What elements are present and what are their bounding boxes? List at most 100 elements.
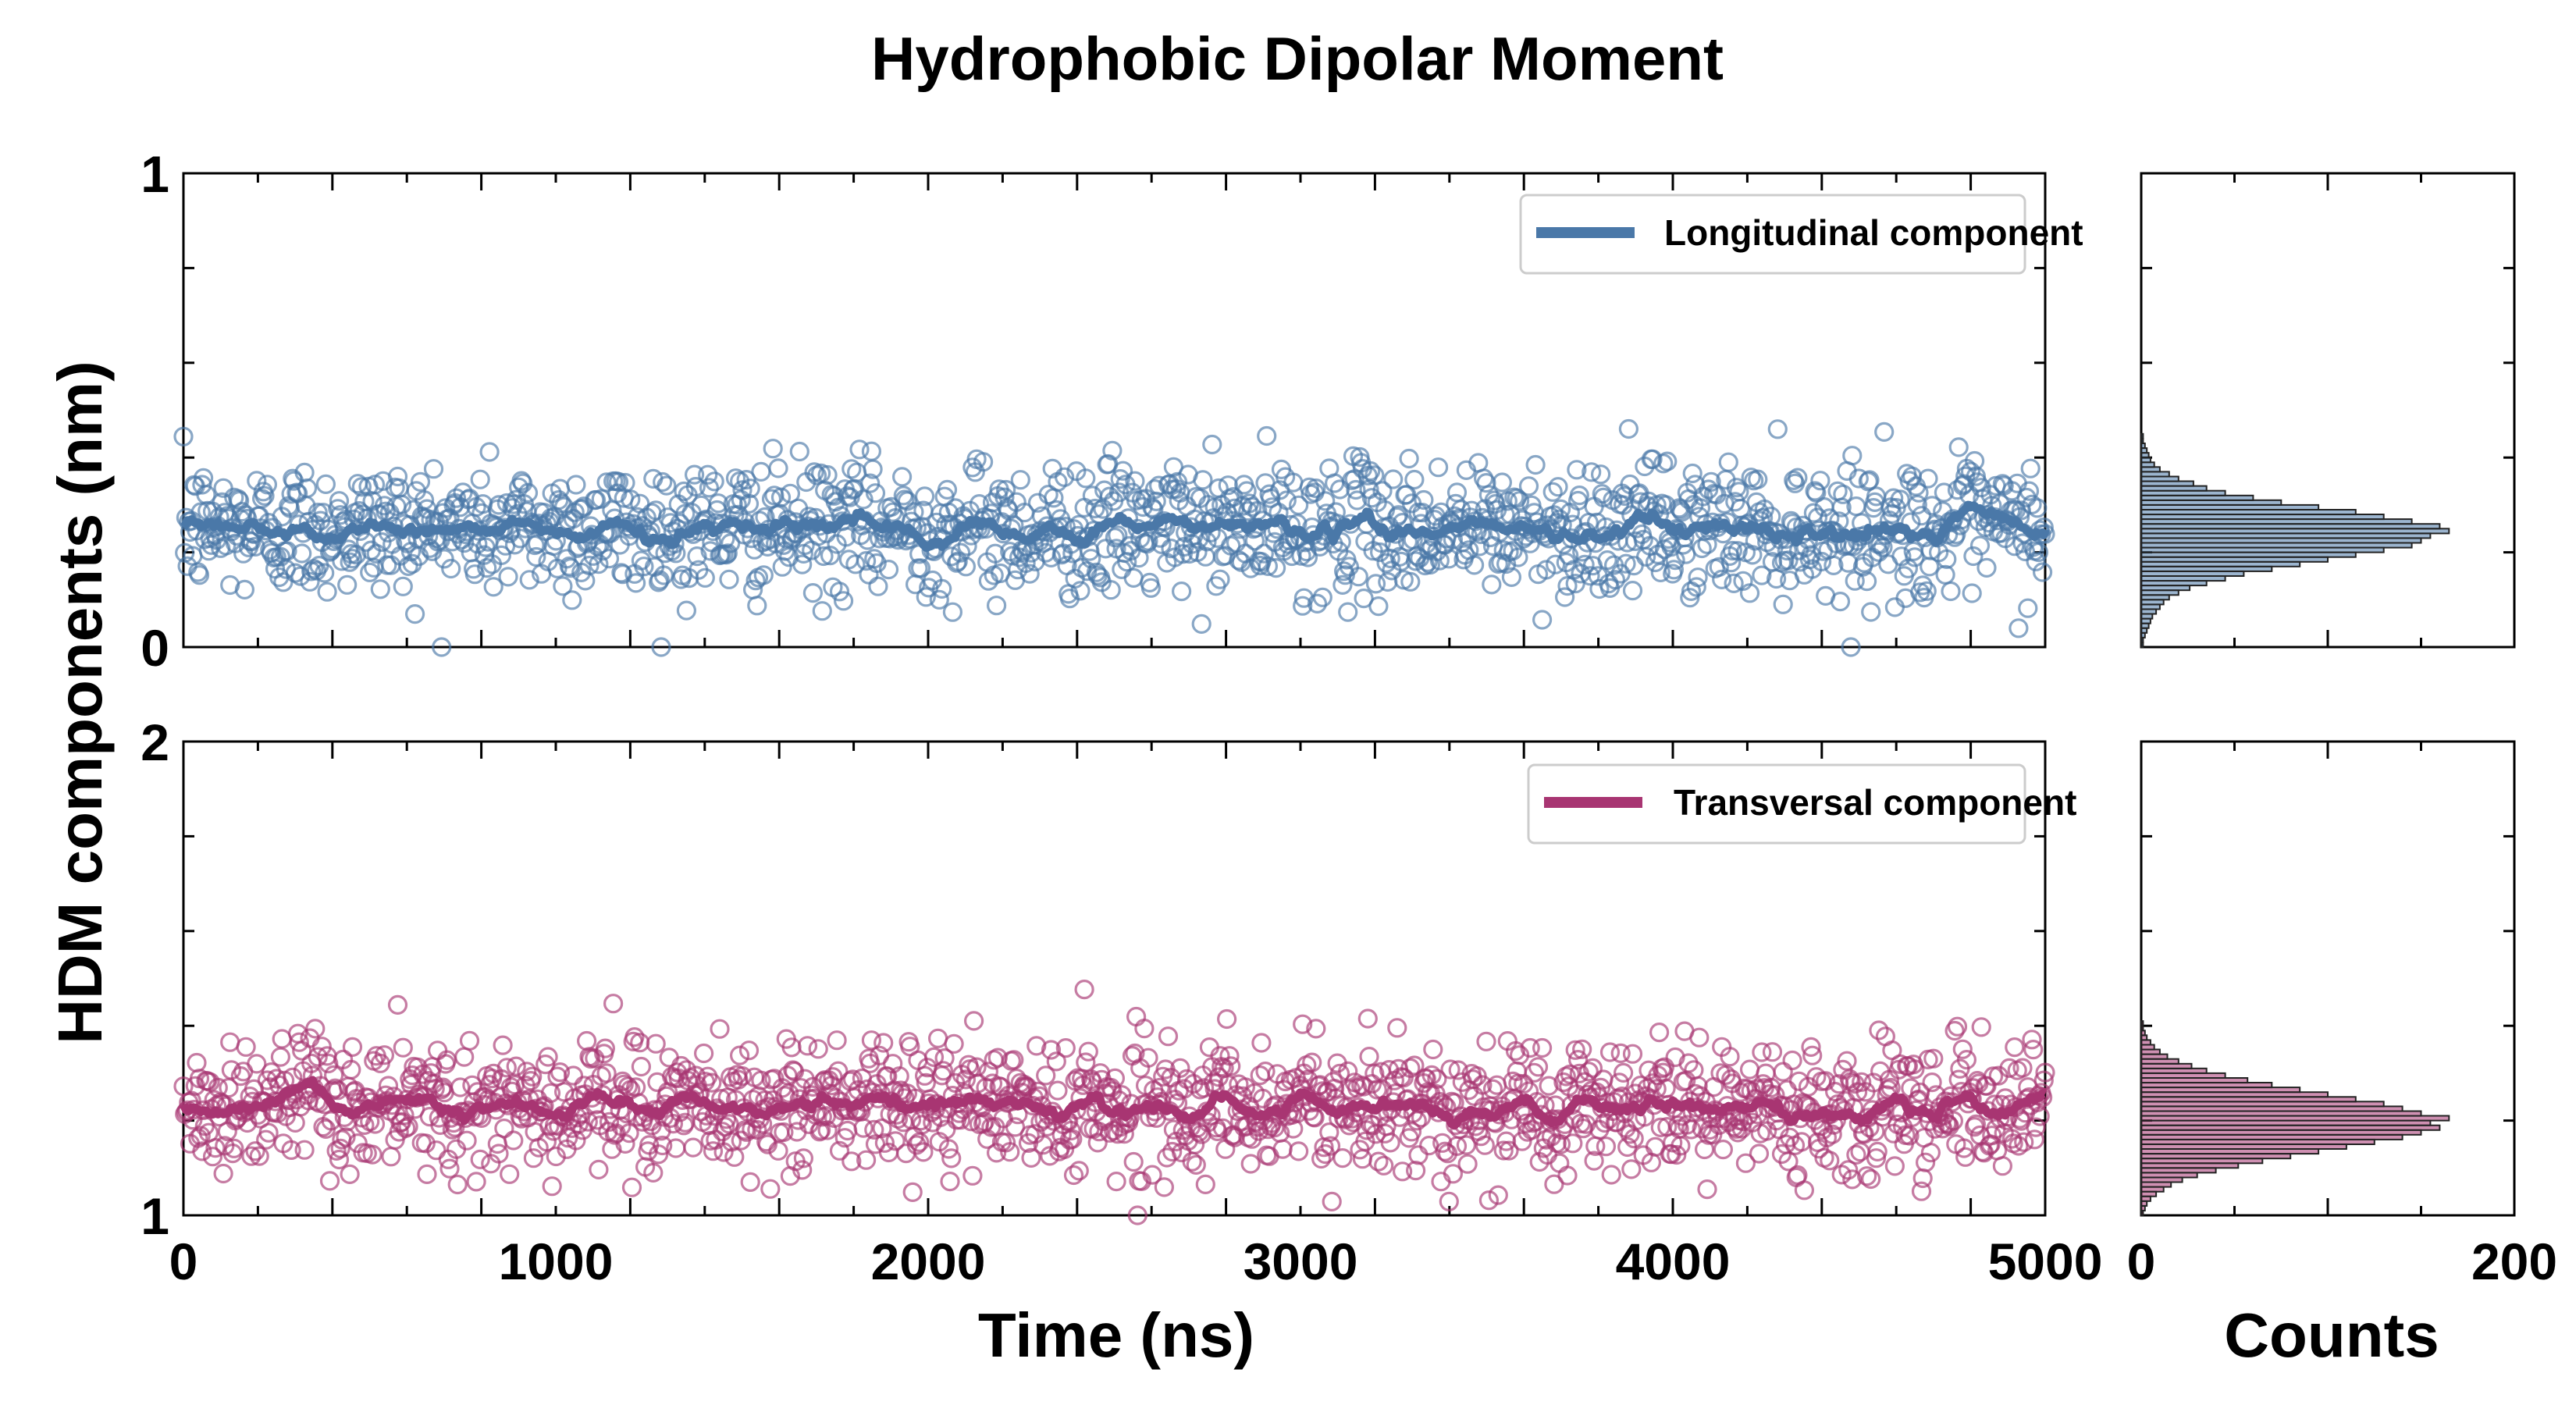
data-point <box>2005 1037 2025 1058</box>
data-point <box>836 527 856 547</box>
data-point <box>1251 1033 1272 1053</box>
data-point <box>1550 1134 1571 1154</box>
data-point <box>393 576 413 596</box>
data-point <box>330 1138 350 1158</box>
data-point <box>1548 477 1568 497</box>
data-point <box>1265 1117 1285 1138</box>
data-point <box>1920 1142 1941 1163</box>
data-point <box>489 1144 509 1164</box>
data-point <box>1848 468 1869 489</box>
data-point <box>1846 1144 1866 1165</box>
data-point <box>704 471 724 492</box>
data-point <box>342 1037 363 1058</box>
data-point <box>1962 583 1982 603</box>
data-point <box>1041 547 1062 568</box>
data-point <box>1131 1171 1152 1191</box>
data-point <box>1861 1168 1881 1190</box>
data-point <box>439 1158 460 1179</box>
longitudinal-scatter-panel: 01 <box>141 145 2055 677</box>
data-point <box>1150 1077 1170 1097</box>
data-point <box>1000 1142 1020 1162</box>
data-point <box>827 1030 847 1051</box>
data-point <box>856 550 877 571</box>
data-point <box>1621 1159 1642 1179</box>
data-point <box>1367 1080 1387 1100</box>
data-point <box>1041 1040 1062 1060</box>
data-point <box>1216 1008 1237 1030</box>
data-point <box>1735 1153 1756 1173</box>
data-point <box>1937 549 1957 570</box>
data-point <box>873 1033 894 1053</box>
data-point <box>828 1061 849 1081</box>
data-point <box>1609 1072 1630 1093</box>
data-point <box>550 1062 571 1083</box>
data-point <box>300 571 320 592</box>
data-point <box>1099 486 1120 507</box>
transversal-histogram-panel: 0 200 <box>2127 740 2557 1290</box>
data-point <box>1874 422 1895 443</box>
data-point <box>1471 1126 1491 1147</box>
data-point <box>504 535 525 555</box>
data-point <box>1593 487 1614 508</box>
data-point <box>1276 490 1297 510</box>
data-point <box>624 1026 645 1048</box>
data-point <box>1372 481 1393 501</box>
data-point <box>1838 1160 1859 1180</box>
data-point <box>1969 535 1991 556</box>
data-point <box>526 546 546 567</box>
data-point <box>619 1122 639 1144</box>
data-point <box>1773 594 1793 614</box>
data-point <box>1545 554 1566 574</box>
data-point <box>829 582 850 602</box>
data-point <box>1250 1065 1270 1086</box>
data-point <box>833 591 854 611</box>
data-point <box>326 1140 347 1161</box>
data-point <box>1332 1147 1353 1168</box>
data-point <box>1329 1063 1350 1083</box>
data-point <box>315 474 336 495</box>
data-point <box>1578 1062 1599 1082</box>
data-point <box>595 1038 616 1058</box>
data-point <box>802 582 824 603</box>
data-point <box>1654 1057 1674 1077</box>
data-point <box>1440 1059 1461 1080</box>
data-point <box>2012 1058 2033 1078</box>
data-point <box>1288 495 1309 515</box>
data-point <box>247 1054 267 1074</box>
data-point <box>1563 1133 1583 1154</box>
data-point <box>1021 1147 1041 1168</box>
data-point <box>1622 580 1643 601</box>
data-point <box>1582 1058 1603 1079</box>
data-point <box>841 1151 862 1172</box>
data-point <box>1852 1072 1872 1092</box>
data-point <box>1965 450 1985 471</box>
data-point <box>2018 598 2038 618</box>
data-point <box>446 488 467 508</box>
data-point <box>1004 1050 1024 1070</box>
data-point <box>272 1029 292 1049</box>
data-point <box>1319 1122 1340 1143</box>
data-point <box>1686 577 1706 597</box>
legend-longitudinal: Longitudinal component <box>1519 194 2083 275</box>
data-point <box>861 441 882 461</box>
data-point <box>277 541 297 561</box>
data-point <box>1999 1058 2019 1079</box>
data-point <box>751 1070 771 1090</box>
data-point <box>653 471 673 493</box>
data-point <box>1036 1065 1056 1086</box>
data-point <box>874 1133 895 1153</box>
data-point <box>1663 560 1684 580</box>
data-point <box>792 1160 813 1180</box>
data-point <box>1810 471 1831 491</box>
data-point <box>1495 504 1515 525</box>
data-point <box>2026 551 2046 571</box>
data-point <box>1610 1043 1631 1064</box>
data-point <box>1112 461 1133 481</box>
data-point <box>464 564 485 585</box>
data-point <box>1210 1046 1230 1066</box>
data-point <box>1943 1111 1963 1131</box>
data-point <box>1106 1171 1126 1192</box>
data-point <box>360 562 380 582</box>
data-point <box>1720 1047 1740 1067</box>
data-point <box>961 1112 981 1132</box>
